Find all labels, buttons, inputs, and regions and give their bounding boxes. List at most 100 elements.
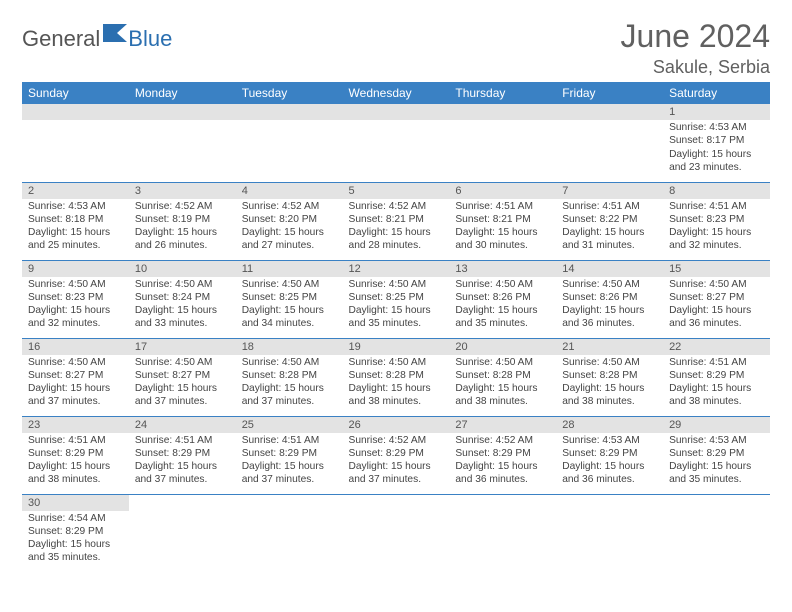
sunrise-line: Sunrise: 4:50 AM bbox=[349, 278, 444, 291]
daylight-line: Daylight: 15 hours and 32 minutes. bbox=[28, 304, 123, 331]
day-number-bar bbox=[343, 495, 450, 511]
sunset-line: Sunset: 8:27 PM bbox=[28, 369, 123, 382]
daylight-line: Daylight: 15 hours and 31 minutes. bbox=[562, 226, 657, 253]
calendar-day-cell bbox=[129, 494, 236, 572]
calendar-week-row: 1Sunrise: 4:53 AMSunset: 8:17 PMDaylight… bbox=[22, 104, 770, 182]
calendar-day-cell bbox=[449, 104, 556, 182]
calendar-day-cell bbox=[556, 494, 663, 572]
day-number: 3 bbox=[129, 183, 236, 199]
day-details: Sunrise: 4:53 AMSunset: 8:29 PMDaylight:… bbox=[663, 433, 770, 491]
calendar-week-row: 2Sunrise: 4:53 AMSunset: 8:18 PMDaylight… bbox=[22, 182, 770, 260]
day-number: 26 bbox=[343, 417, 450, 433]
calendar-day-cell bbox=[129, 104, 236, 182]
day-details: Sunrise: 4:50 AMSunset: 8:28 PMDaylight:… bbox=[236, 355, 343, 413]
day-details: Sunrise: 4:50 AMSunset: 8:26 PMDaylight:… bbox=[556, 277, 663, 335]
daylight-line: Daylight: 15 hours and 38 minutes. bbox=[349, 382, 444, 409]
weekday-header-row: SundayMondayTuesdayWednesdayThursdayFrid… bbox=[22, 82, 770, 104]
sunset-line: Sunset: 8:23 PM bbox=[669, 213, 764, 226]
sunrise-line: Sunrise: 4:52 AM bbox=[242, 200, 337, 213]
calendar-day-cell: 7Sunrise: 4:51 AMSunset: 8:22 PMDaylight… bbox=[556, 182, 663, 260]
sunset-line: Sunset: 8:17 PM bbox=[669, 134, 764, 147]
day-details: Sunrise: 4:53 AMSunset: 8:17 PMDaylight:… bbox=[663, 120, 770, 178]
day-details: Sunrise: 4:51 AMSunset: 8:29 PMDaylight:… bbox=[663, 355, 770, 413]
calendar-day-cell bbox=[22, 104, 129, 182]
daylight-line: Daylight: 15 hours and 28 minutes. bbox=[349, 226, 444, 253]
calendar-day-cell bbox=[556, 104, 663, 182]
day-details: Sunrise: 4:50 AMSunset: 8:24 PMDaylight:… bbox=[129, 277, 236, 335]
sunset-line: Sunset: 8:20 PM bbox=[242, 213, 337, 226]
calendar-day-cell: 12Sunrise: 4:50 AMSunset: 8:25 PMDayligh… bbox=[343, 260, 450, 338]
calendar-day-cell: 13Sunrise: 4:50 AMSunset: 8:26 PMDayligh… bbox=[449, 260, 556, 338]
brand-text-1: General bbox=[22, 26, 100, 52]
day-number-bar bbox=[22, 104, 129, 120]
day-number-bar bbox=[449, 495, 556, 511]
daylight-line: Daylight: 15 hours and 36 minutes. bbox=[562, 304, 657, 331]
flag-icon bbox=[102, 23, 128, 46]
calendar-week-row: 9Sunrise: 4:50 AMSunset: 8:23 PMDaylight… bbox=[22, 260, 770, 338]
day-details: Sunrise: 4:52 AMSunset: 8:19 PMDaylight:… bbox=[129, 199, 236, 257]
daylight-line: Daylight: 15 hours and 35 minutes. bbox=[28, 538, 123, 565]
weekday-header: Thursday bbox=[449, 82, 556, 104]
sunrise-line: Sunrise: 4:51 AM bbox=[455, 200, 550, 213]
day-details: Sunrise: 4:53 AMSunset: 8:29 PMDaylight:… bbox=[556, 433, 663, 491]
daylight-line: Daylight: 15 hours and 25 minutes. bbox=[28, 226, 123, 253]
day-number: 18 bbox=[236, 339, 343, 355]
daylight-line: Daylight: 15 hours and 34 minutes. bbox=[242, 304, 337, 331]
sunset-line: Sunset: 8:29 PM bbox=[28, 525, 123, 538]
sunset-line: Sunset: 8:29 PM bbox=[562, 447, 657, 460]
day-details: Sunrise: 4:52 AMSunset: 8:29 PMDaylight:… bbox=[449, 433, 556, 491]
sunrise-line: Sunrise: 4:50 AM bbox=[242, 356, 337, 369]
sunrise-line: Sunrise: 4:50 AM bbox=[242, 278, 337, 291]
day-number: 23 bbox=[22, 417, 129, 433]
day-details: Sunrise: 4:50 AMSunset: 8:28 PMDaylight:… bbox=[556, 355, 663, 413]
header: General Blue June 2024 Sakule, Serbia bbox=[22, 18, 770, 78]
sunset-line: Sunset: 8:18 PM bbox=[28, 213, 123, 226]
sunset-line: Sunset: 8:21 PM bbox=[455, 213, 550, 226]
calendar-week-row: 30Sunrise: 4:54 AMSunset: 8:29 PMDayligh… bbox=[22, 494, 770, 572]
sunset-line: Sunset: 8:28 PM bbox=[349, 369, 444, 382]
day-details: Sunrise: 4:51 AMSunset: 8:29 PMDaylight:… bbox=[22, 433, 129, 491]
day-number: 8 bbox=[663, 183, 770, 199]
sunrise-line: Sunrise: 4:50 AM bbox=[349, 356, 444, 369]
calendar-day-cell: 16Sunrise: 4:50 AMSunset: 8:27 PMDayligh… bbox=[22, 338, 129, 416]
day-number-bar bbox=[449, 104, 556, 120]
day-details: Sunrise: 4:52 AMSunset: 8:21 PMDaylight:… bbox=[343, 199, 450, 257]
day-number: 1 bbox=[663, 104, 770, 120]
day-details: Sunrise: 4:51 AMSunset: 8:29 PMDaylight:… bbox=[129, 433, 236, 491]
weekday-header: Tuesday bbox=[236, 82, 343, 104]
day-details: Sunrise: 4:50 AMSunset: 8:28 PMDaylight:… bbox=[449, 355, 556, 413]
sunrise-line: Sunrise: 4:52 AM bbox=[349, 434, 444, 447]
sunrise-line: Sunrise: 4:50 AM bbox=[455, 278, 550, 291]
page-subtitle: Sakule, Serbia bbox=[621, 57, 770, 78]
day-number: 14 bbox=[556, 261, 663, 277]
daylight-line: Daylight: 15 hours and 37 minutes. bbox=[28, 382, 123, 409]
sunrise-line: Sunrise: 4:51 AM bbox=[669, 200, 764, 213]
day-number: 19 bbox=[343, 339, 450, 355]
sunset-line: Sunset: 8:29 PM bbox=[669, 369, 764, 382]
sunset-line: Sunset: 8:28 PM bbox=[455, 369, 550, 382]
sunrise-line: Sunrise: 4:50 AM bbox=[28, 356, 123, 369]
calendar-day-cell: 9Sunrise: 4:50 AMSunset: 8:23 PMDaylight… bbox=[22, 260, 129, 338]
daylight-line: Daylight: 15 hours and 32 minutes. bbox=[669, 226, 764, 253]
calendar-day-cell: 26Sunrise: 4:52 AMSunset: 8:29 PMDayligh… bbox=[343, 416, 450, 494]
calendar-day-cell: 20Sunrise: 4:50 AMSunset: 8:28 PMDayligh… bbox=[449, 338, 556, 416]
daylight-line: Daylight: 15 hours and 37 minutes. bbox=[349, 460, 444, 487]
calendar-day-cell: 10Sunrise: 4:50 AMSunset: 8:24 PMDayligh… bbox=[129, 260, 236, 338]
day-details: Sunrise: 4:50 AMSunset: 8:25 PMDaylight:… bbox=[236, 277, 343, 335]
sunrise-line: Sunrise: 4:52 AM bbox=[135, 200, 230, 213]
sunset-line: Sunset: 8:29 PM bbox=[349, 447, 444, 460]
day-number: 22 bbox=[663, 339, 770, 355]
page-title: June 2024 bbox=[621, 18, 770, 55]
calendar-day-cell: 11Sunrise: 4:50 AMSunset: 8:25 PMDayligh… bbox=[236, 260, 343, 338]
daylight-line: Daylight: 15 hours and 36 minutes. bbox=[669, 304, 764, 331]
day-number-bar bbox=[129, 104, 236, 120]
sunrise-line: Sunrise: 4:51 AM bbox=[242, 434, 337, 447]
day-details: Sunrise: 4:51 AMSunset: 8:22 PMDaylight:… bbox=[556, 199, 663, 257]
calendar-day-cell bbox=[236, 494, 343, 572]
sunset-line: Sunset: 8:26 PM bbox=[562, 291, 657, 304]
brand-text-2: Blue bbox=[128, 26, 172, 52]
day-number: 12 bbox=[343, 261, 450, 277]
sunset-line: Sunset: 8:21 PM bbox=[349, 213, 444, 226]
sunrise-line: Sunrise: 4:54 AM bbox=[28, 512, 123, 525]
calendar-table: SundayMondayTuesdayWednesdayThursdayFrid… bbox=[22, 82, 770, 572]
